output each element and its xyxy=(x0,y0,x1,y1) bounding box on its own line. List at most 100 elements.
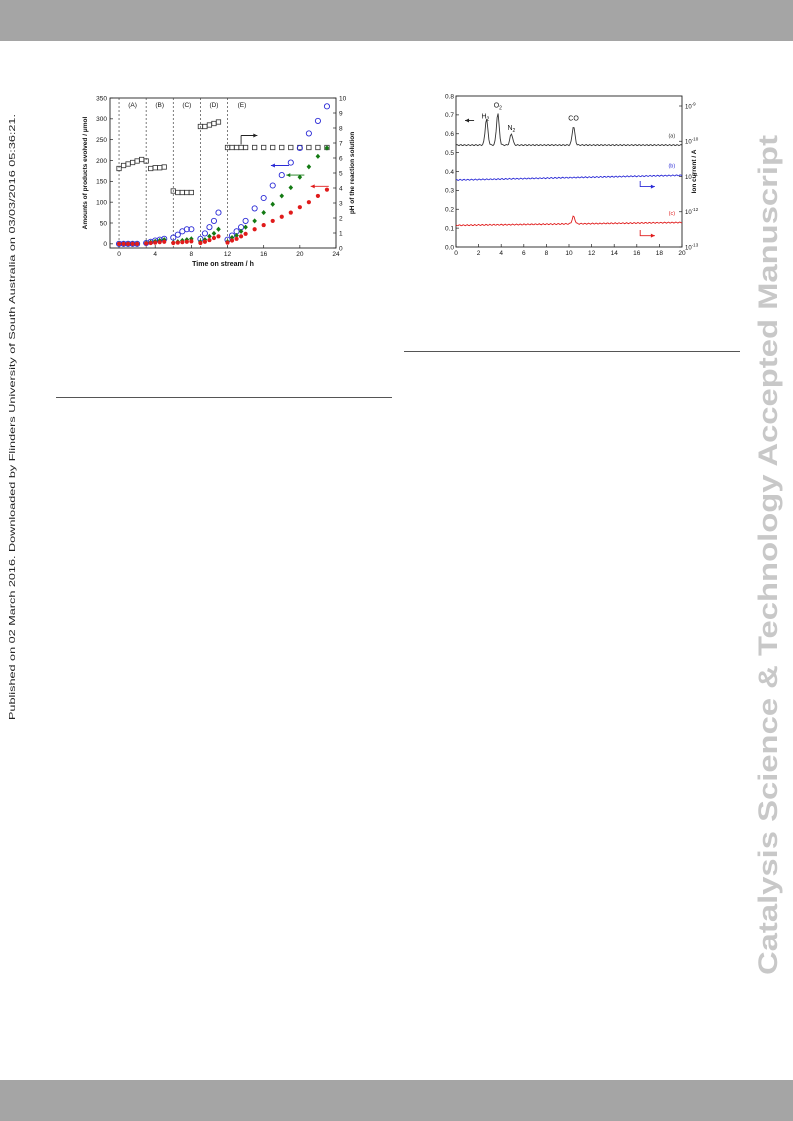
y-tick-label: 350 xyxy=(96,95,107,102)
blue-axis-arrow-head xyxy=(650,184,655,189)
blue-point xyxy=(269,182,276,189)
y2-tick-exponent: -13 xyxy=(692,242,699,247)
y-tick-label: 0.0 xyxy=(445,244,454,251)
ph-point xyxy=(130,159,136,166)
page-footer-bar xyxy=(0,1080,793,1121)
ph-point xyxy=(148,165,154,172)
y2-tick-label: 10 xyxy=(339,95,347,102)
y-tick-label: 0.7 xyxy=(445,112,454,119)
figure-tcd-current: 0 2 4 6 8 10 12 14 16 18 20 0.0 0.1 0.2 0.3 0.4 0.5 0.6 0.… xyxy=(445,93,699,257)
green-point xyxy=(288,184,294,191)
y2-tick-label: 10-11 xyxy=(685,172,698,181)
red-point xyxy=(189,239,194,244)
x-tick-label: 0 xyxy=(454,250,458,257)
plot-frame xyxy=(109,97,337,249)
x-tick-label: 8 xyxy=(545,250,549,257)
y2-tick-label: 4 xyxy=(339,185,343,192)
green-point xyxy=(315,153,321,159)
trace-label: (b) xyxy=(668,164,675,170)
ph-point xyxy=(143,158,149,164)
peak-label: N2 xyxy=(507,125,515,134)
y2-tick-label: 5 xyxy=(339,170,343,177)
y-tick-label: 0.6 xyxy=(445,131,454,138)
red-axis-arrow xyxy=(639,230,655,237)
ph-point xyxy=(152,165,158,171)
red-point xyxy=(297,205,302,210)
red-point xyxy=(315,193,321,199)
red-point xyxy=(288,210,293,215)
region-label: (B) xyxy=(155,102,164,109)
y-tick-label: 0.5 xyxy=(445,150,454,157)
red-point xyxy=(148,240,153,246)
red-point xyxy=(162,239,167,244)
x-tick-label: 20 xyxy=(296,251,304,258)
x-tick-label: 24 xyxy=(332,251,340,258)
peak-label-subscript: 2 xyxy=(499,105,502,111)
green-point xyxy=(261,209,266,216)
x-tick-label: 0 xyxy=(117,251,121,258)
x-tick-label: 12 xyxy=(588,250,596,257)
peak-label-subscript: 2 xyxy=(513,128,516,134)
side-note-text: Published on 02 March 2016. Downloaded b… xyxy=(7,114,17,720)
ph-point xyxy=(125,161,131,167)
red-point xyxy=(171,240,176,246)
ph-point xyxy=(134,158,140,164)
figure-products-evolved: 0 4 8 12 16 20 2405010015020025030035001234567… xyxy=(82,95,356,268)
green-point xyxy=(270,201,276,207)
caption-divider-left xyxy=(56,397,392,398)
ph-point xyxy=(184,189,190,196)
red-point xyxy=(225,240,230,245)
red-point xyxy=(234,236,239,241)
ph-point xyxy=(116,165,122,172)
blue-point xyxy=(305,130,312,137)
blue-arrow-head xyxy=(270,163,275,168)
trace-c xyxy=(455,215,683,227)
y2-tick-label: 1 xyxy=(339,230,343,237)
red-point xyxy=(125,241,131,246)
ph-point xyxy=(161,164,167,170)
y2-tick-label: 10-13 xyxy=(685,242,699,251)
tcd-axis-arrow-head xyxy=(465,118,470,123)
blue-axis-arrow xyxy=(639,180,655,188)
blue-point xyxy=(314,117,321,124)
x-axis-label: Time on stream / h xyxy=(192,261,254,268)
ph-point xyxy=(233,144,240,151)
blue-point xyxy=(323,103,331,110)
ph-point xyxy=(238,144,244,151)
y2-tick-exponent: -10 xyxy=(692,137,699,142)
ph-point xyxy=(242,144,249,151)
y-tick-label: 0.1 xyxy=(445,225,454,232)
trace-label: (a) xyxy=(668,134,675,140)
red-point xyxy=(261,222,266,228)
ph-point xyxy=(120,162,127,169)
blue-point xyxy=(287,159,294,166)
peak-label: O2 xyxy=(494,102,502,111)
y2-tick-exponent: -12 xyxy=(692,207,699,212)
publication-side-note: Published on 02 March 2016. Downloaded b… xyxy=(7,114,17,720)
red-point xyxy=(175,240,180,245)
red-axis-arrow-head xyxy=(650,233,655,238)
ph-point xyxy=(175,189,181,196)
red-point xyxy=(116,241,122,246)
ph-point xyxy=(306,144,312,151)
peak-label-subscript: 2 xyxy=(487,117,490,123)
region-label: (A) xyxy=(128,102,137,109)
blue-point xyxy=(215,209,222,216)
red-point xyxy=(144,241,149,246)
peak-label: H2 xyxy=(481,114,489,123)
y-tick-label: 200 xyxy=(96,158,107,165)
x-tick-label: 4 xyxy=(153,251,157,258)
y2-axis-label: pH of the reaction solution xyxy=(349,132,356,214)
x-tick-label: 10 xyxy=(565,250,573,257)
green-point xyxy=(306,164,312,170)
red-point xyxy=(202,239,208,244)
red-point xyxy=(198,240,203,246)
y-tick-label: 300 xyxy=(96,116,107,123)
green-point xyxy=(324,145,330,151)
y-tick-label: 0 xyxy=(103,241,107,248)
journal-watermark: Catalysis Science & Technology Accepted … xyxy=(753,135,783,975)
x-tick-label: 12 xyxy=(224,251,232,258)
blue-point xyxy=(201,230,208,237)
ph-point xyxy=(229,144,235,151)
y-tick-label: 0.4 xyxy=(445,169,454,176)
